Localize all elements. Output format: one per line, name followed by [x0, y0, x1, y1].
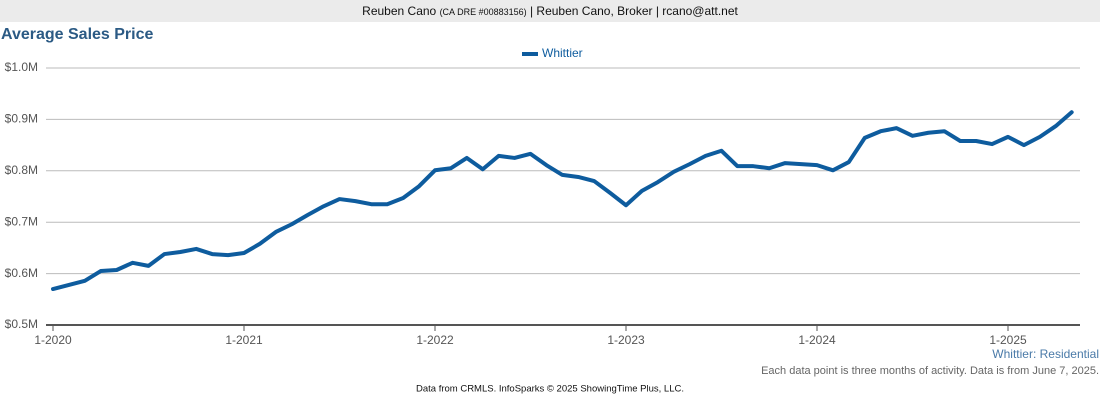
segment-label: Whittier: Residential — [992, 347, 1099, 361]
x-tick-label: 1-2024 — [798, 333, 836, 347]
x-tick-label: 1-2020 — [34, 333, 72, 347]
legend-label: Whittier — [542, 46, 583, 60]
y-tick-label: $0.8M — [5, 163, 38, 177]
line — [51, 110, 1074, 292]
y-tick-label: $0.9M — [5, 112, 38, 126]
x-tick-label: 1-2025 — [989, 333, 1027, 347]
chart-title: Average Sales Price — [1, 26, 154, 43]
x-tick-label: 1-2021 — [225, 333, 263, 347]
y-tick-label: $1.0M — [5, 60, 38, 74]
note: Each data point is three months of activ… — [761, 365, 1099, 377]
agent-info: | Reuben Cano, Broker | rcano@att.net — [529, 4, 738, 18]
header-bar: Reuben Cano (CA DRE #00883156) | Reuben … — [0, 0, 1100, 22]
agent-name: Reuben Cano — [362, 4, 437, 18]
y-tick-label: $0.6M — [5, 266, 38, 280]
y-tick-label: $0.5M — [5, 317, 38, 331]
license: (CA DRE #00883156) — [439, 7, 527, 17]
x-tick-label: 1-2023 — [607, 333, 645, 347]
y-tick-label: $0.7M — [5, 214, 38, 228]
source: Data from CRMLS. InfoSparks © 2025 Showi… — [416, 384, 684, 395]
x-tick-label: 1-2022 — [416, 333, 454, 347]
